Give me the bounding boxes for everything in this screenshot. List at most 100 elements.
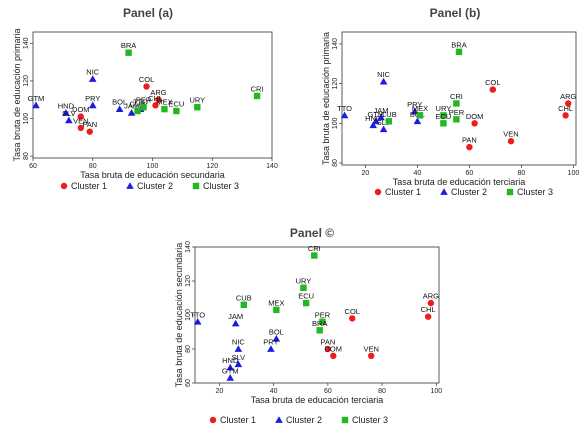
x-tick-label: 60 (29, 163, 37, 170)
point-dom (471, 120, 478, 127)
point-col (349, 315, 356, 322)
y-axis-label: Tasa bruta de educación secundaria (174, 243, 184, 388)
y-tick-label: 100 (23, 113, 30, 125)
x-axis-label: Tasa bruta de educación terciaria (251, 395, 384, 405)
y-axis-label: Tasa bruta de educación primaria (12, 28, 22, 161)
y-tick-label: 120 (185, 275, 192, 287)
legend-marker-cluster-3 (192, 182, 200, 190)
point-mex (273, 306, 280, 314)
point-bol (272, 335, 281, 342)
point-bol (115, 105, 124, 112)
point-label: BRA (312, 319, 327, 328)
point-nic (234, 345, 243, 352)
point-ecu (440, 120, 447, 127)
y-tick-label: 100 (332, 117, 339, 129)
x-tick-label: 100 (568, 170, 580, 177)
x-tick-label: 40 (270, 388, 278, 395)
y-tick-label: 140 (185, 241, 192, 253)
point-label: DOM (466, 112, 484, 121)
point-hnd (62, 109, 70, 116)
point-label: CHL (148, 94, 163, 103)
point-arg (155, 96, 162, 103)
legend-label: Cluster 2 (137, 181, 173, 191)
legend: Cluster 1 Cluster 2 Cluster 3 (60, 181, 239, 191)
legend-marker-cluster-1 (60, 182, 68, 190)
point-ven (77, 124, 85, 132)
y-tick-label: 60 (185, 379, 192, 387)
point-label: JAM (374, 106, 389, 115)
point-cub (240, 301, 247, 308)
point-hnd (369, 121, 377, 129)
point-label: SLV (232, 353, 246, 362)
point-arg (565, 100, 572, 107)
panel-title: Panel (a) (123, 6, 173, 20)
x-tick-label: 80 (89, 163, 97, 170)
x-axis-label: Tasa bruta de educación secundaria (80, 170, 225, 180)
point-slv (234, 360, 243, 368)
x-tick-label: 80 (518, 170, 526, 177)
point-tto (193, 318, 202, 325)
point-label: PAN (82, 120, 97, 129)
point-label: TTO (133, 98, 148, 107)
point-label: PAN (320, 338, 335, 347)
legend-label: Cluster 3 (517, 187, 553, 197)
point-label: SLV (62, 109, 76, 118)
legend: Cluster 1 Cluster 2 Cluster 3 (374, 187, 553, 197)
point-dom (330, 352, 337, 359)
point-mex (416, 112, 424, 119)
legend-label: Cluster 3 (352, 415, 388, 425)
point-label: URY (296, 276, 312, 285)
x-tick-label: 60 (324, 388, 332, 395)
point-bra (316, 327, 323, 334)
point-label: GTM (367, 110, 384, 119)
legend-label: Cluster 1 (71, 181, 107, 191)
x-tick-label: 140 (266, 163, 278, 170)
legend-label: Cluster 1 (385, 187, 421, 197)
point-label: HND (58, 101, 75, 110)
legend-label: Cluster 2 (451, 187, 487, 197)
x-tick-label: 20 (362, 170, 370, 177)
point-label: BRA (451, 40, 466, 49)
point-jam (377, 113, 385, 121)
point-ven (507, 137, 515, 145)
y-tick-label: 140 (332, 38, 339, 50)
y-axis-label: Tasa bruta de educación primaria (321, 32, 331, 165)
point-label: VEN (73, 116, 88, 125)
point-col (489, 86, 496, 93)
point-gtm (32, 101, 40, 109)
point-tto (340, 111, 349, 119)
point-per (453, 116, 460, 123)
point-label: ARG (560, 92, 576, 101)
point-label: PER (136, 96, 152, 105)
point-jam (127, 109, 136, 116)
point-label: CUB (381, 110, 397, 119)
point-slv (65, 116, 73, 124)
point-label: CRI (308, 244, 321, 253)
point-label: CUB (130, 99, 146, 108)
legend-marker-cluster-2 (440, 188, 448, 195)
plot-frame (341, 31, 577, 166)
point-label: PER (315, 310, 331, 319)
point-pan (466, 143, 473, 151)
x-axis-label: Tasa bruta de educación terciaria (393, 177, 526, 187)
point-label: PRY (263, 338, 278, 347)
point-label: JAM (228, 312, 243, 321)
point-label: DOM (72, 105, 90, 114)
point-bra (125, 49, 132, 56)
point-label: CHL (421, 305, 436, 314)
point-jam (231, 319, 240, 327)
point-label: COL (139, 75, 154, 84)
y-tick-label: 120 (23, 75, 30, 87)
point-label: PER (449, 108, 465, 117)
y-tick-label: 80 (185, 345, 192, 353)
point-label: NIC (232, 338, 246, 347)
legend-marker-cluster-2 (126, 182, 134, 189)
point-chl (424, 313, 432, 320)
legend-marker-cluster-1 (209, 416, 217, 424)
point-arg (427, 299, 435, 307)
point-label: TTO (337, 104, 352, 113)
x-tick-label: 40 (414, 170, 422, 177)
